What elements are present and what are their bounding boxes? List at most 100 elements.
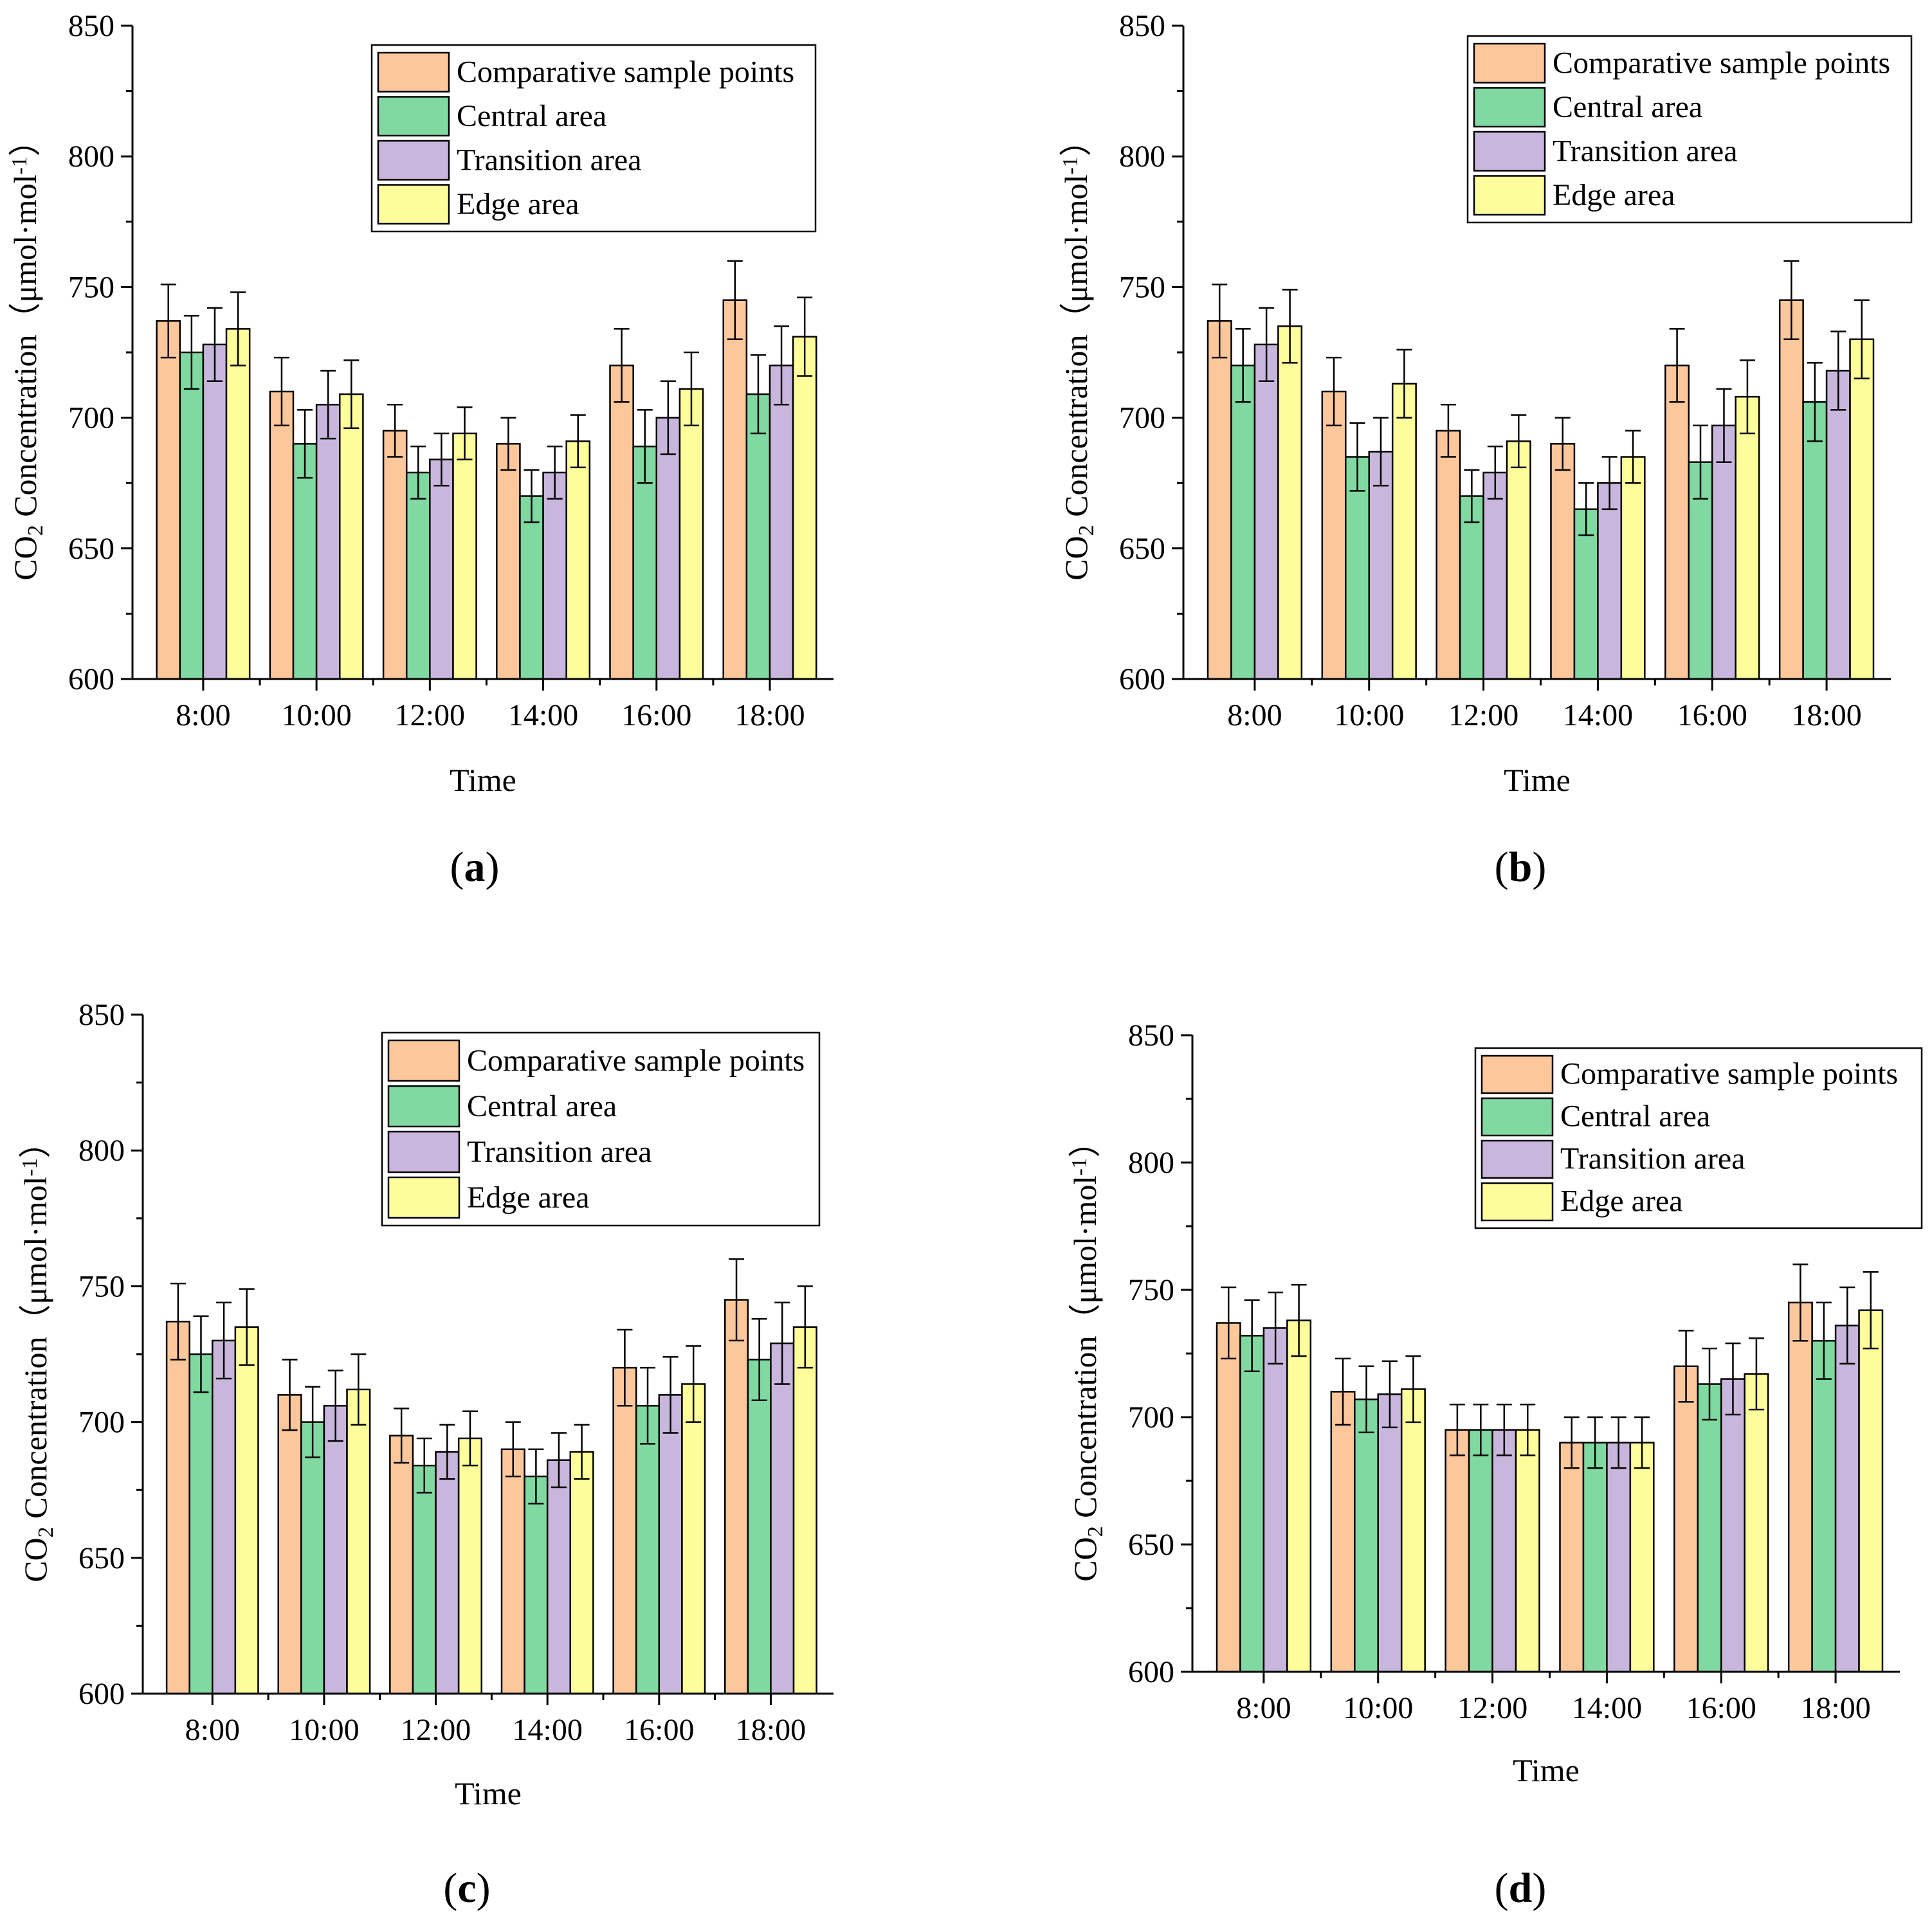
y-tick-label: 850: [78, 998, 125, 1032]
y-tick-label: 800: [68, 140, 114, 174]
y-tick-label: 750: [78, 1269, 125, 1303]
bar-central-area-1400: [524, 1475, 549, 1695]
bar-transition-area-800: [1253, 343, 1279, 680]
x-tick-label: 14:00: [1572, 1691, 1642, 1725]
bar-central-area-1400: [1582, 1442, 1608, 1673]
x-tick-label: 18:00: [1791, 698, 1861, 732]
bar-central-area-1800: [1802, 401, 1828, 680]
legend-label: Central area: [467, 1089, 617, 1123]
bar-transition-area-1800: [1825, 370, 1851, 680]
bar-transition-area-1200: [1491, 1429, 1517, 1673]
bar-comparative-sample-points-1200: [1435, 430, 1461, 680]
legend-label: Transition area: [467, 1135, 652, 1169]
bar-transition-area-1600: [1720, 1378, 1745, 1673]
panel-label-open: (: [450, 844, 464, 891]
bar-central-area-1400: [1573, 508, 1599, 680]
y-axis-title-part: 2: [34, 1526, 58, 1537]
y-axis-title-part: CO: [1058, 536, 1094, 580]
x-tick-label: 8:00: [1236, 1691, 1291, 1725]
bar-transition-area-1400: [546, 1459, 572, 1695]
legend-swatch: [1481, 1139, 1554, 1179]
x-tick-label: 8:00: [176, 698, 230, 732]
y-tick-label: 750: [1119, 270, 1165, 304]
bar-comparative-sample-points-1800: [1778, 299, 1804, 680]
y-axis-title-part: Concentration（μmol·mol: [1067, 1176, 1103, 1526]
panel-label: (d): [1495, 1865, 1547, 1912]
bar-transition-area-800: [1262, 1327, 1288, 1673]
bar-transition-area-800: [202, 343, 228, 680]
bar-edge-area-800: [1286, 1319, 1312, 1673]
panel-label-close: ): [477, 1865, 491, 1912]
y-tick-label: 700: [1119, 401, 1165, 435]
bar-edge-area-1200: [1506, 440, 1531, 680]
bar-comparative-sample-points-1400: [496, 442, 521, 680]
y-axis-title-part: CO: [1067, 1537, 1103, 1581]
bar-edge-area-1400: [1620, 456, 1646, 680]
legend-label: Comparative sample points: [1553, 46, 1890, 80]
bar-edge-area-1800: [1858, 1309, 1884, 1673]
legend-swatch: [1473, 87, 1546, 128]
bar-central-area-1200: [1459, 495, 1484, 680]
y-axis-title: CO2 Concentration（μmol·mol-1）: [1067, 1125, 1107, 1582]
y-tick-label: 750: [1128, 1273, 1174, 1307]
bar-transition-area-1600: [658, 1394, 683, 1695]
panel-label-open: (: [1495, 1865, 1509, 1912]
x-tick-label: 12:00: [395, 698, 465, 732]
y-tick-label: 600: [1128, 1655, 1174, 1689]
y-axis-title-part: ）: [1058, 124, 1094, 156]
y-tick-label: 650: [78, 1541, 125, 1575]
x-tick-label: 10:00: [1334, 698, 1404, 732]
y-axis-title-part: 2: [1084, 1526, 1107, 1537]
y-tick-label: 600: [78, 1677, 125, 1711]
y-axis-title-part: Concentration（μmol·mol: [17, 1177, 53, 1527]
bar-comparative-sample-points-1800: [724, 1299, 749, 1695]
bar-central-area-800: [1239, 1335, 1265, 1673]
bar-edge-area-1600: [1744, 1373, 1769, 1673]
bar-central-area-1600: [635, 1405, 661, 1695]
panel-label-letter: c: [457, 1865, 476, 1912]
legend-label: Edge area: [457, 187, 579, 221]
bar-edge-area-1400: [565, 440, 591, 680]
y-tick-label: 700: [1128, 1400, 1174, 1435]
bar-comparative-sample-points-1800: [722, 299, 748, 680]
y-tick-label: 650: [1128, 1528, 1174, 1562]
y-axis-title-part: -1: [1068, 1157, 1091, 1175]
x-axis-title: Time: [455, 1775, 522, 1811]
x-tick-label: 10:00: [281, 698, 351, 732]
bar-central-area-1400: [519, 495, 544, 680]
panel-label: (a): [450, 844, 500, 891]
bar-edge-area-1000: [346, 1388, 371, 1695]
legend-swatch: [1481, 1097, 1554, 1137]
chart-panel-d: 600 650 700 750 800 850 8:00 10:00 12:00 14:00 16:…: [1067, 1019, 1923, 1912]
bar-transition-area-1400: [1597, 482, 1623, 680]
bar-edge-area-1200: [452, 432, 477, 680]
panel-label-close: ): [1532, 844, 1546, 891]
y-tick-label: 650: [1119, 532, 1165, 566]
bar-central-area-1000: [292, 442, 318, 680]
x-tick-label: 16:00: [621, 698, 691, 732]
y-axis-title-part: Concentration（μmol·mol: [7, 175, 43, 525]
bar-transition-area-1400: [542, 471, 567, 680]
x-tick-label: 10:00: [289, 1713, 359, 1747]
x-axis-title: Time: [1513, 1752, 1580, 1788]
bar-comparative-sample-points-1000: [269, 390, 295, 680]
x-tick-label: 16:00: [624, 1713, 694, 1747]
x-tick-label: 18:00: [1800, 1691, 1870, 1725]
bar-edge-area-1400: [1629, 1442, 1655, 1673]
bar-edge-area-1800: [1849, 338, 1875, 680]
bar-central-area-1200: [405, 471, 431, 680]
y-axis-title-part: 2: [24, 525, 48, 536]
bar-central-area-1200: [412, 1464, 437, 1695]
bar-transition-area-1800: [769, 365, 794, 680]
bar-comparative-sample-points-800: [165, 1321, 190, 1695]
legend-label: Central area: [457, 99, 606, 133]
bar-edge-area-1800: [792, 336, 817, 680]
y-tick-label: 850: [68, 9, 114, 43]
y-tick-label: 850: [1128, 1019, 1174, 1053]
y-tick-label: 700: [78, 1406, 125, 1440]
bar-central-area-1600: [1697, 1383, 1722, 1673]
panel-label-letter: b: [1509, 844, 1533, 891]
bar-transition-area-1000: [315, 404, 341, 680]
bar-comparative-sample-points-1000: [277, 1394, 302, 1695]
